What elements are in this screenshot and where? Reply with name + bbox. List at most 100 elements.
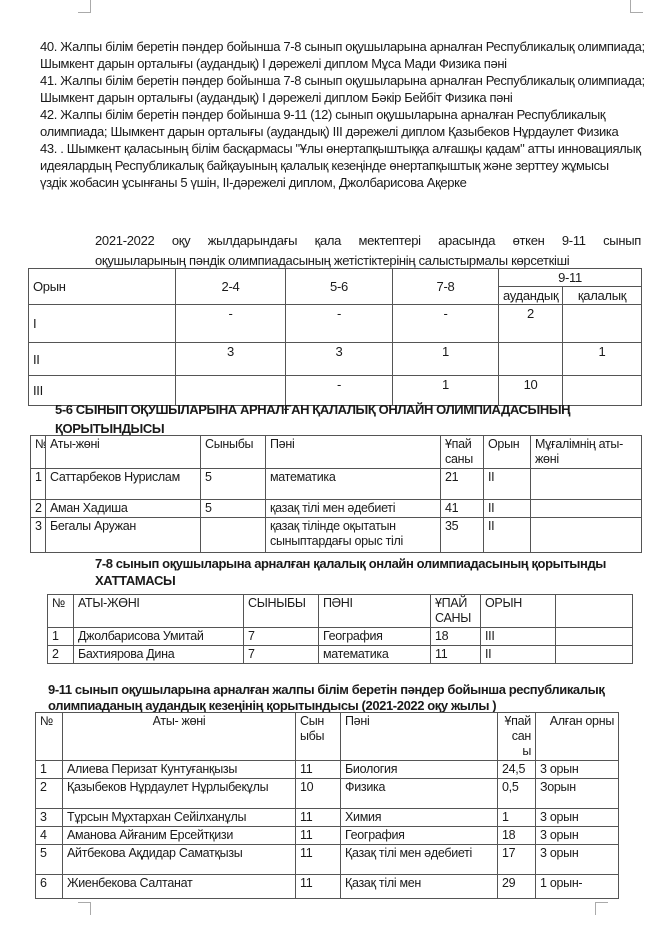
table-cell: Аман Хадиша [45, 499, 201, 518]
comparison-table: Орын 2-4 5-6 7-8 9-11 аудандық қалалық I… [28, 268, 643, 406]
list-line: идеялардың Республикалық байқауының қала… [40, 158, 609, 173]
table-cell: 11 [295, 808, 341, 827]
table-cell [561, 304, 643, 343]
table-cell: 10 [498, 375, 563, 406]
table-cell: 3 [30, 517, 46, 553]
title-line: ҚОРЫТЫНДЫСЫ [55, 421, 165, 436]
table-row: II 3 3 1 1 [28, 342, 643, 376]
header-cell: № [47, 594, 74, 628]
table-cell: География [318, 627, 431, 646]
table-cell: Химия [340, 808, 498, 827]
table-cell: 3 орын [535, 760, 619, 779]
table-cell: Зорын [535, 778, 619, 809]
page-corner-mark [78, 0, 91, 13]
table-cell: Аманова Айғаним Ерсейтқизи [62, 826, 296, 845]
header-cell: 5-6 [285, 268, 393, 305]
table-cell: 3 [285, 342, 393, 376]
table-cell: 3 орын [535, 826, 619, 845]
section3-title: 7-8 сынып оқушыларына арналған қалалық о… [95, 555, 606, 589]
title-line: 9-11 сынып оқушыларына арналған жалпы бі… [48, 682, 605, 697]
table-cell: Биология [340, 760, 498, 779]
table-cell: 2 [498, 304, 563, 343]
header-cell: 9-11 [497, 268, 643, 287]
header-cell: Пәні [265, 435, 441, 469]
table-cell: 7 [243, 627, 319, 646]
table-cell: I [28, 304, 176, 343]
table-cell [175, 375, 286, 406]
table1-caption: 2021-2022 оқу жылдарындағы қала мектепте… [95, 231, 641, 271]
table-cell: III [480, 627, 556, 646]
table-cell: - [175, 304, 286, 343]
list-line: 41. Жалпы білім беретін пәндер бойынша 7… [40, 73, 645, 88]
header-cell: СЫНЫБЫ [243, 594, 319, 628]
table-cell: II [483, 517, 531, 553]
table-cell: математика [318, 645, 431, 664]
page-corner-mark [595, 902, 608, 915]
table-cell: 6 [35, 874, 63, 899]
table-cell: 1 [497, 808, 536, 827]
table-row: 1 Саттарбеков Нурислам 5 математика 21 II [30, 468, 642, 500]
table-cell [555, 627, 633, 646]
table-cell: 41 [440, 499, 484, 518]
achievements-list: 40. Жалпы білім беретін пәндер бойынша 7… [40, 38, 645, 191]
header-cell: 2-4 [175, 268, 286, 305]
header-cell: Аты-жөні [45, 435, 201, 469]
table-cell: Физика [340, 778, 498, 809]
table-cell: 11 [295, 844, 341, 875]
results-7-8-table: № АТЫ-ЖӨНІ СЫНЫБЫ ПӘНІ ҰПАЙ САНЫ ОРЫН 1 Джолбар… [47, 594, 633, 664]
table-cell: 11 [430, 645, 481, 664]
table-cell: қазақ тілінде оқытатын сыныптардағы орыс… [265, 517, 441, 553]
table-cell: 4 [35, 826, 63, 845]
table-cell: - [285, 304, 393, 343]
table-cell: математика [265, 468, 441, 500]
table-cell: Саттарбеков Нурислам [45, 468, 201, 500]
table-row: 2 Бахтиярова Дина 7 математика 11 II [47, 645, 633, 664]
page-corner-mark [78, 902, 91, 915]
header-cell: қалалық [561, 286, 643, 305]
header-cell: аудандық [498, 286, 563, 305]
table-cell: География [340, 826, 498, 845]
table-cell [561, 375, 643, 406]
list-line: 42. Жалпы білім беретін пәндер бойынша 9… [40, 107, 606, 122]
table-cell: 3 [35, 808, 63, 827]
table-row: 2 Қазыбеков Нұрдаулет Нұрлыбекұлы 10 Физика… [35, 778, 619, 809]
table-row: 5 Айтбекова Ақдидар Саматқызы 11 Қазақ тілі… [35, 844, 619, 875]
header-cell: Аты- жөні [62, 712, 296, 761]
table-cell: II [28, 342, 176, 376]
title-line: ХАТТАМАСЫ [95, 573, 176, 588]
table-cell: 24,5 [497, 760, 536, 779]
table-cell: Бегалы Аружан [45, 517, 201, 553]
table-cell [200, 517, 266, 553]
title-line: 5-6 СЫНЫП ОҚУШЫЛАРЫНА АРНАЛҒАН ҚАЛАЛЫҚ О… [55, 402, 571, 417]
section4-title: 9-11 сынып оқушыларына арналған жалпы бі… [48, 682, 605, 714]
table-cell: 11 [295, 874, 341, 899]
table-cell: 7 [243, 645, 319, 664]
table-row: I---2 [28, 304, 643, 343]
table-row: 4 Аманова Айғаним Ерсейтқизи 11 География 18… [35, 826, 619, 845]
table-cell: 5 [200, 499, 266, 518]
table-row: 3 Бегалы Аружан қазақ тілінде оқытатын сын… [30, 517, 642, 553]
header-cell: Пәні [340, 712, 498, 761]
table-cell [530, 468, 642, 500]
table-cell: 10 [295, 778, 341, 809]
table-cell: 1 [30, 468, 46, 500]
table-cell: 0,5 [497, 778, 536, 809]
table-cell: 3 орын [535, 808, 619, 827]
table-cell: 35 [440, 517, 484, 553]
table-cell [498, 342, 563, 376]
table-cell: Қазыбеков Нұрдаулет Нұрлыбекұлы [62, 778, 296, 809]
header-cell: Сыныбы [200, 435, 266, 469]
header-row: № АТЫ-ЖӨНІ СЫНЫБЫ ПӘНІ ҰПАЙ САНЫ ОРЫН [47, 594, 633, 628]
header-cell: ПӘНІ [318, 594, 431, 628]
header-cell: Алған орны [535, 712, 619, 761]
table-cell: 5 [200, 468, 266, 500]
header-cell: № [35, 712, 63, 761]
header-cell: АТЫ-ЖӨНІ [73, 594, 244, 628]
header-cell: Сын ыбы [295, 712, 341, 761]
table-cell [530, 517, 642, 553]
table-row: 6 Жиенбекова Салтанат 11 Қазақ тілі мен 29 1 … [35, 874, 619, 899]
table-cell: III [28, 375, 176, 406]
table-row: 1 Джолбарисова Умитай 7 География 18 III [47, 627, 633, 646]
list-line: үздік жобасин ұсынғаны 5 үшін, II-дәреже… [40, 175, 467, 190]
